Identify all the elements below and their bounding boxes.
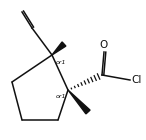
Polygon shape xyxy=(68,90,90,114)
Text: Cl: Cl xyxy=(131,75,141,85)
Text: or1: or1 xyxy=(56,60,66,65)
Text: O: O xyxy=(100,40,108,50)
Text: or1: or1 xyxy=(56,94,66,99)
Polygon shape xyxy=(52,42,66,55)
